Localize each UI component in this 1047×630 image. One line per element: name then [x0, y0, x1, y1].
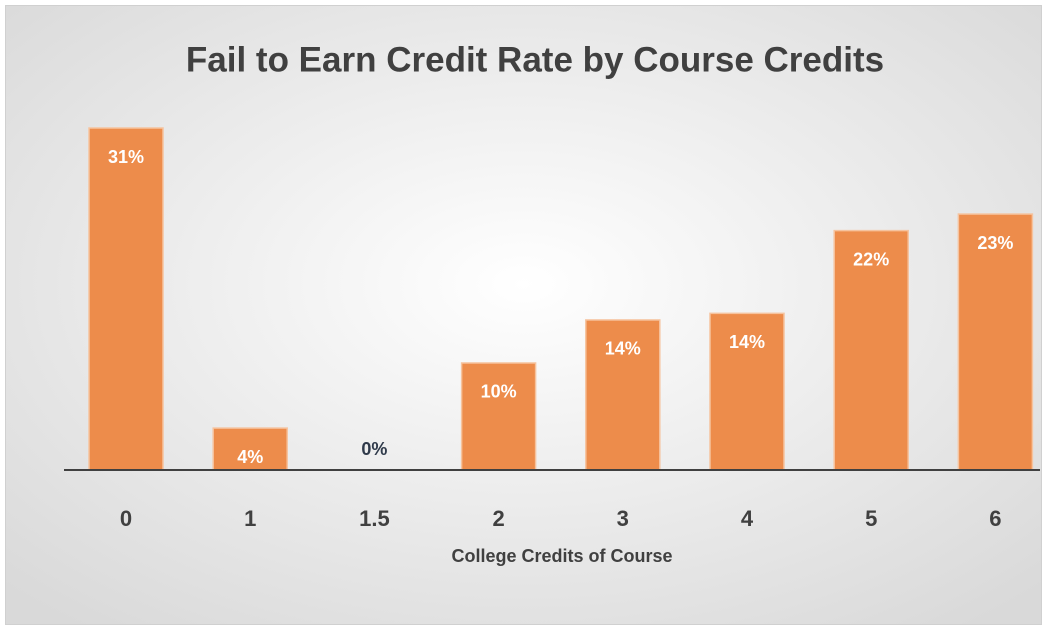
bar [460, 362, 537, 471]
bar [957, 213, 1034, 471]
data-label: 14% [605, 339, 641, 359]
data-label: 0% [361, 439, 387, 459]
data-label: 31% [108, 147, 144, 167]
data-label: 10% [481, 382, 517, 402]
x-tick-label: 6 [989, 506, 1001, 531]
x-tick-label: 5 [865, 506, 877, 531]
data-label: 14% [729, 332, 765, 352]
data-label: 23% [977, 233, 1013, 253]
data-label: 22% [853, 249, 889, 269]
bar [709, 312, 785, 471]
data-label: 4% [237, 447, 263, 467]
bar [585, 319, 661, 471]
x-tick-label: 1.5 [359, 506, 390, 531]
bar [88, 127, 164, 471]
bar [212, 427, 288, 471]
bar [833, 229, 909, 471]
x-tick-label: 2 [492, 506, 504, 531]
x-tick-label: 3 [617, 506, 629, 531]
x-tick-label: 0 [120, 506, 132, 531]
chart-title: Fail to Earn Credit Rate by Course Credi… [186, 40, 884, 79]
x-tick-label: 4 [741, 506, 754, 531]
x-tick-label: 1 [244, 506, 256, 531]
x-axis-title: College Credits of Course [451, 546, 672, 566]
